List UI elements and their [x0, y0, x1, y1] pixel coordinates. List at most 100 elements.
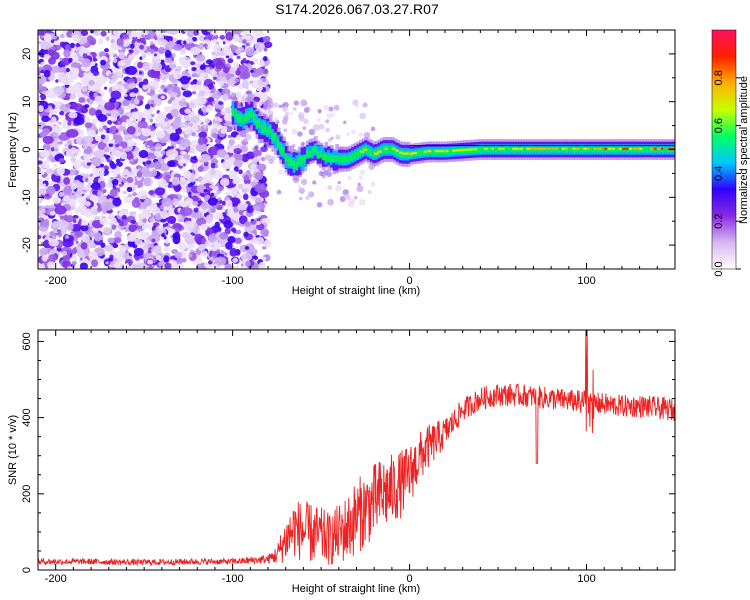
noise-speck	[194, 233, 203, 243]
noise-speck	[74, 153, 79, 158]
noise-speck	[45, 193, 50, 198]
noise-speck	[326, 112, 333, 119]
ridge-segment	[321, 146, 326, 160]
noise-speck	[164, 240, 170, 244]
ridge-segment	[417, 150, 422, 157]
noise-speck	[298, 196, 303, 201]
noise-speck	[228, 139, 235, 146]
noise-speck	[223, 65, 230, 74]
noise-speck	[83, 208, 94, 218]
noise-speck	[150, 248, 155, 252]
noise-speck	[171, 85, 180, 93]
noise-speck	[157, 179, 169, 189]
noise-speck	[263, 47, 268, 52]
noise-speck	[102, 125, 108, 130]
noise-speck	[58, 157, 65, 163]
noise-speck	[362, 102, 368, 108]
noise-speck	[118, 183, 124, 187]
noise-speck	[129, 160, 133, 164]
noise-speck	[346, 132, 351, 136]
noise-speck	[163, 206, 168, 211]
noise-speck	[46, 168, 54, 174]
noise-speck	[230, 197, 241, 207]
noise-speck	[182, 90, 193, 98]
ridge-segment	[369, 148, 374, 156]
ridge-core	[398, 151, 403, 154]
noise-speck	[253, 179, 258, 183]
ridge-segment	[242, 115, 247, 124]
noise-speck	[212, 76, 217, 80]
noise-speck	[97, 195, 105, 204]
ridge-core	[455, 149, 460, 152]
noise-speck	[78, 129, 84, 135]
noise-speck	[118, 60, 126, 66]
noise-speck	[91, 209, 99, 216]
noise-speck	[162, 192, 169, 200]
noise-speck	[148, 190, 155, 196]
noise-speck	[215, 242, 222, 250]
noise-speck	[164, 262, 172, 269]
ridge-segment	[335, 154, 340, 162]
noise-speck	[102, 188, 107, 194]
noise-speck	[262, 69, 269, 75]
noise-speck	[233, 147, 242, 155]
ridge-segment	[640, 146, 645, 153]
noise-speck	[71, 261, 77, 266]
spectrogram-y-label: Frequency (Hz)	[7, 112, 19, 188]
noise-speck	[108, 213, 115, 219]
noise-speck	[122, 99, 130, 107]
y-tick-label: -10	[21, 189, 33, 205]
noise-speck	[63, 49, 71, 58]
noise-speck	[93, 30, 100, 37]
noise-speck	[44, 90, 53, 98]
ridge-segment	[446, 148, 451, 155]
noise-speck	[50, 39, 55, 44]
noise-speck	[128, 82, 137, 89]
noise-speck	[142, 218, 148, 223]
noise-speck	[164, 174, 171, 180]
noise-speck	[312, 124, 320, 132]
noise-speck	[195, 143, 208, 153]
noise-speck	[298, 187, 305, 194]
noise-speck	[219, 178, 230, 187]
snr-series-line	[38, 330, 675, 567]
noise-speck	[223, 113, 233, 122]
noise-speck	[184, 108, 191, 114]
noise-speck	[50, 146, 55, 152]
noise-speck	[56, 229, 62, 233]
noise-speck	[292, 107, 297, 112]
noise-speck	[201, 201, 208, 210]
noise-speck	[170, 183, 175, 189]
noise-speck	[125, 65, 138, 76]
noise-speck	[91, 182, 101, 191]
ridge-core	[402, 152, 407, 155]
noise-speck	[154, 187, 166, 196]
noise-speck	[180, 138, 191, 148]
noise-speck	[104, 244, 114, 252]
noise-speck	[39, 93, 47, 101]
noise-speck	[116, 124, 120, 129]
noise-speck	[242, 39, 247, 45]
noise-speck	[149, 217, 156, 223]
noise-speck	[192, 210, 203, 219]
ridge-core	[515, 147, 519, 150]
noise-speck	[144, 103, 151, 110]
noise-speck	[197, 165, 204, 173]
ridge-segment	[380, 146, 385, 154]
ridge-segment	[263, 123, 268, 133]
noise-speck	[242, 193, 249, 201]
noise-speck	[178, 241, 187, 251]
colorbar: 0.0 0.2 0.4 0.6 0.8 Normalized spectral ampl…	[711, 29, 750, 277]
colorbar-tick-label: 0.4	[713, 166, 725, 181]
noise-speck	[56, 166, 65, 176]
noise-speck	[158, 88, 164, 95]
noise-speck	[38, 166, 41, 172]
ridge-segment	[353, 151, 358, 159]
ridge-core	[593, 147, 597, 150]
noise-speck	[161, 197, 173, 208]
noise-speck	[191, 66, 197, 72]
noise-speck	[93, 149, 106, 159]
snr-panel: -200 -100 0 100 0 200 400 600 Height of straig…	[7, 329, 676, 595]
noise-speck	[160, 233, 166, 238]
noise-speck	[71, 34, 80, 42]
